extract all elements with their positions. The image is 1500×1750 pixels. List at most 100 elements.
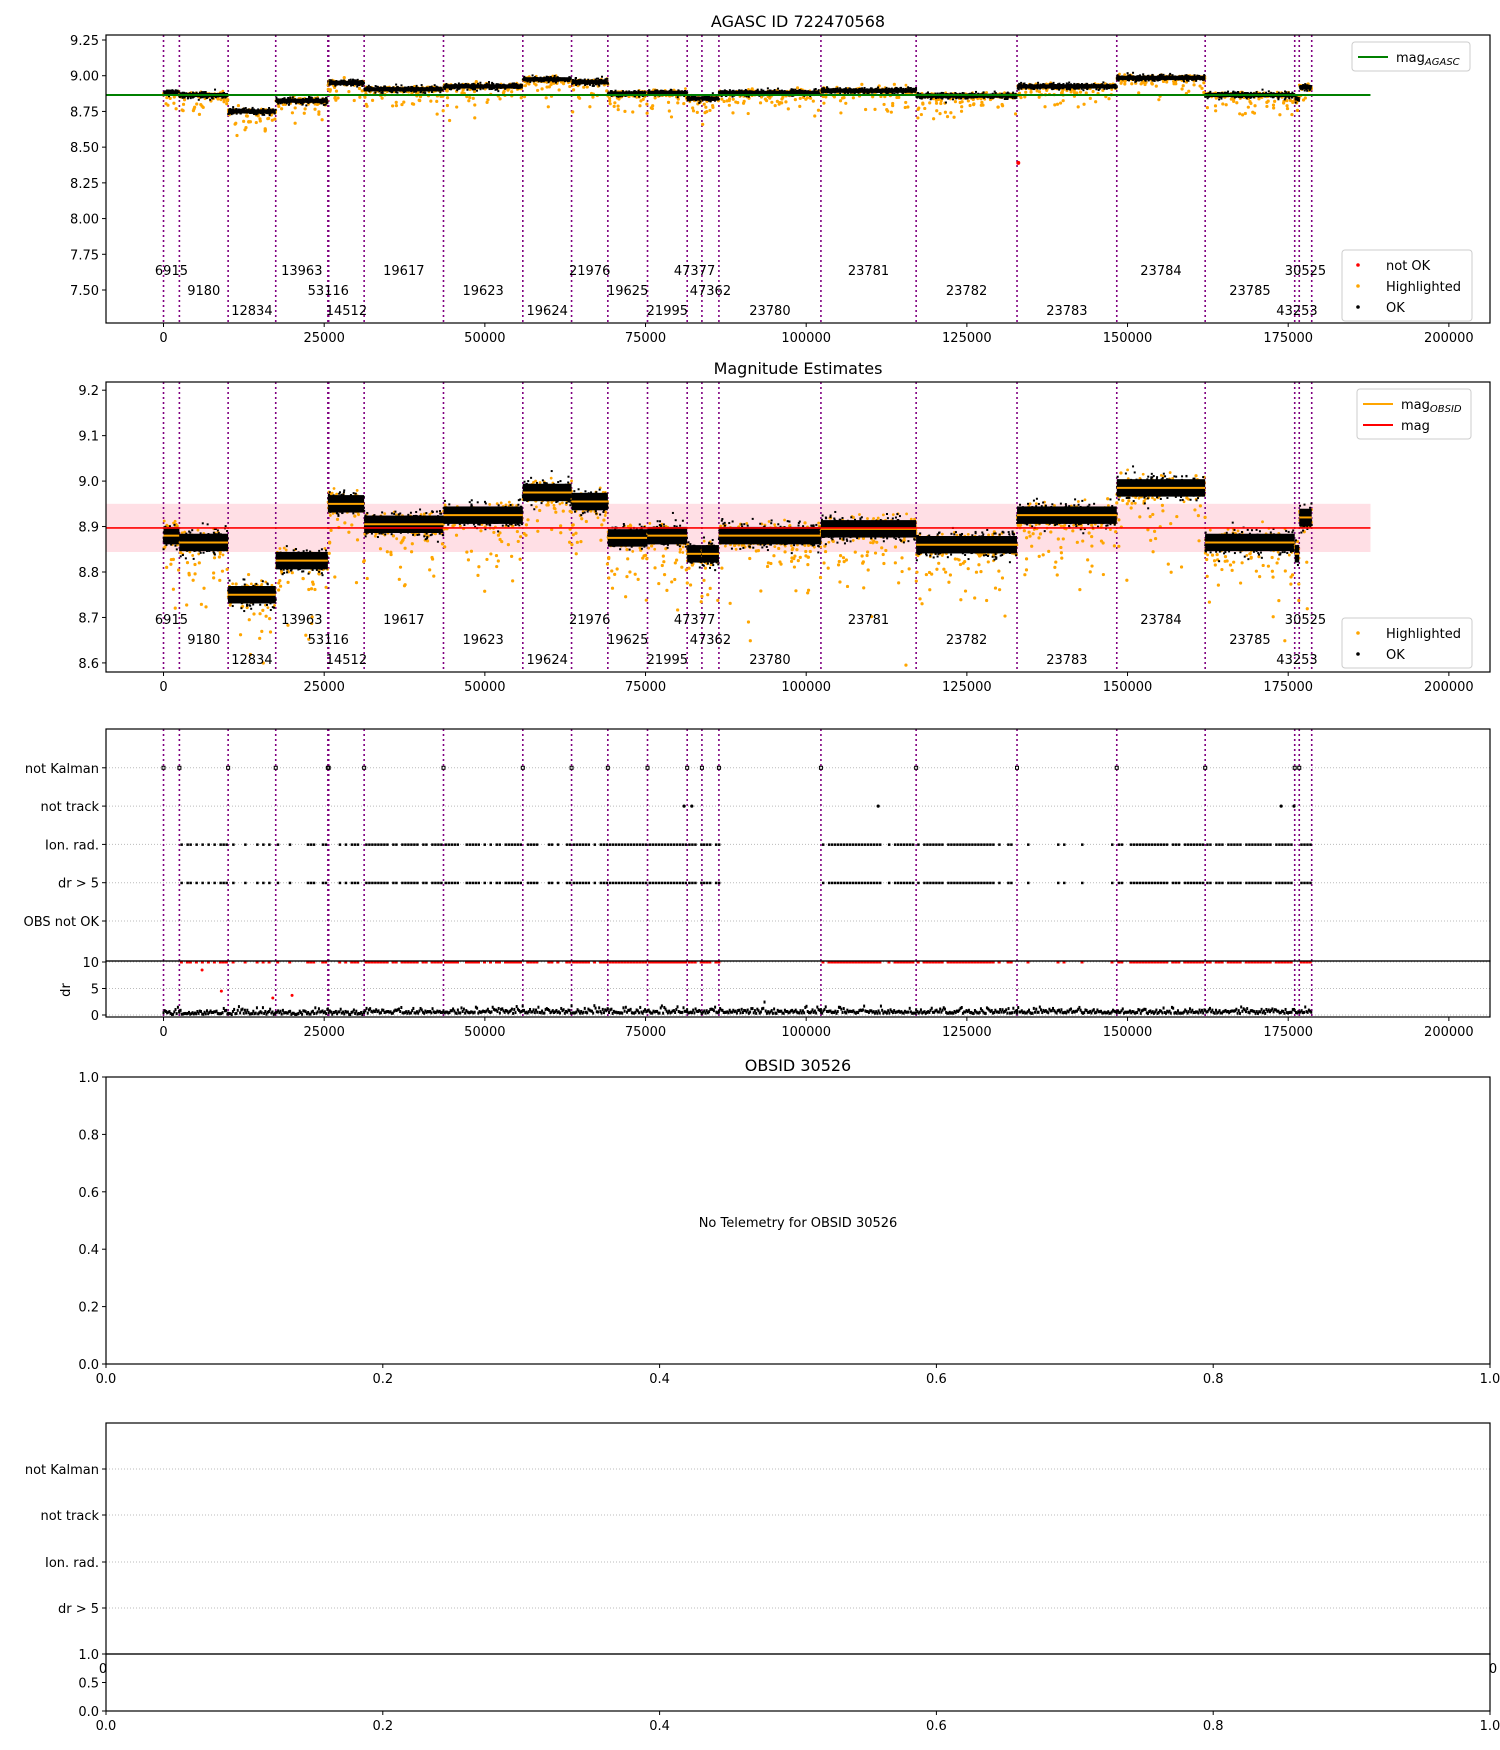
ok-point <box>409 89 412 92</box>
ok-point <box>819 92 822 95</box>
highlighted-point <box>197 112 202 116</box>
highlighted-point <box>734 100 738 104</box>
highlighted-point <box>591 95 595 99</box>
ok-point <box>374 85 377 88</box>
ok-point <box>875 91 878 94</box>
ok-point <box>537 77 540 80</box>
ok-point <box>393 87 396 90</box>
ok-point <box>491 82 494 85</box>
ok-point <box>502 83 505 86</box>
highlighted-point <box>358 95 362 99</box>
ok-point <box>307 101 310 104</box>
ok-point <box>258 110 261 113</box>
ok-point <box>420 87 423 90</box>
ok-point <box>251 109 254 112</box>
ok-point <box>684 90 687 93</box>
ok-point <box>723 90 726 93</box>
ok-point <box>576 81 579 84</box>
highlighted-point <box>731 97 735 101</box>
ok-point <box>892 89 895 92</box>
ok-point <box>556 76 559 79</box>
highlighted-point <box>816 108 821 112</box>
ok-point <box>945 96 948 99</box>
ok-point <box>520 85 523 88</box>
ok-point <box>836 87 839 90</box>
ok-point <box>505 84 508 87</box>
ok-point <box>189 95 192 98</box>
ok-point <box>638 91 641 94</box>
highlighted-point <box>235 133 239 138</box>
ok-point <box>660 90 663 93</box>
highlighted-point <box>342 76 346 80</box>
ok-point <box>553 74 556 77</box>
ok-point <box>533 76 536 79</box>
ok-point <box>737 91 740 94</box>
ok-point <box>867 90 870 93</box>
ok-point <box>622 90 625 93</box>
ok-point <box>908 89 911 92</box>
ok-point <box>410 86 413 89</box>
ok-point <box>854 90 857 93</box>
ok-point <box>641 90 644 93</box>
highlighted-point <box>394 104 399 108</box>
ok-point <box>458 87 461 90</box>
ok-point <box>367 87 370 90</box>
ok-point <box>869 89 872 92</box>
ok-point <box>610 92 613 95</box>
ok-point <box>706 98 709 101</box>
ok-point <box>394 89 397 92</box>
ok-point <box>469 84 472 87</box>
ok-point <box>848 89 851 92</box>
highlighted-point <box>365 104 369 108</box>
highlighted-point <box>839 111 843 115</box>
ok-point <box>525 79 528 82</box>
highlighted-point <box>222 100 226 104</box>
ok-point <box>853 92 856 95</box>
ok-point <box>890 87 893 90</box>
ok-point <box>329 82 332 85</box>
ok-point <box>509 85 512 88</box>
highlighted-point <box>411 102 416 106</box>
ok-point <box>895 88 898 91</box>
ok-point <box>500 85 503 88</box>
ok-point <box>346 83 349 86</box>
ok-point <box>574 78 577 81</box>
ok-point <box>215 95 218 98</box>
ok-point <box>614 92 617 95</box>
ok-point <box>762 89 765 92</box>
ok-point <box>577 79 580 82</box>
ok-point <box>345 84 348 87</box>
highlighted-point <box>684 87 687 91</box>
highlighted-point <box>966 99 970 103</box>
highlighted-point <box>919 112 923 117</box>
highlighted-point <box>746 111 750 116</box>
ok-point <box>288 100 291 103</box>
ok-point <box>415 86 418 89</box>
ok-point <box>244 109 247 112</box>
ok-point <box>179 92 182 95</box>
highlighted-point <box>667 109 671 113</box>
ok-point <box>909 90 912 93</box>
ok-point <box>549 78 552 81</box>
ok-point <box>281 101 284 104</box>
ok-point <box>448 88 451 91</box>
ok-point <box>415 84 418 87</box>
ok-point <box>388 90 391 93</box>
ok-point <box>550 78 553 81</box>
ok-point <box>274 108 277 111</box>
highlighted-point <box>418 98 422 103</box>
ok-point <box>554 79 557 82</box>
ok-point <box>721 91 724 94</box>
ok-point <box>571 81 574 84</box>
highlighted-point <box>400 102 404 107</box>
ok-point <box>557 79 560 82</box>
ok-point <box>745 90 748 93</box>
ok-point <box>846 91 849 94</box>
highlighted-point <box>549 83 553 87</box>
ok-point <box>662 90 665 93</box>
ok-point <box>550 76 553 79</box>
ok-point <box>843 91 846 94</box>
ok-point <box>353 81 356 84</box>
highlighted-point <box>777 102 781 106</box>
ok-point <box>323 99 326 102</box>
